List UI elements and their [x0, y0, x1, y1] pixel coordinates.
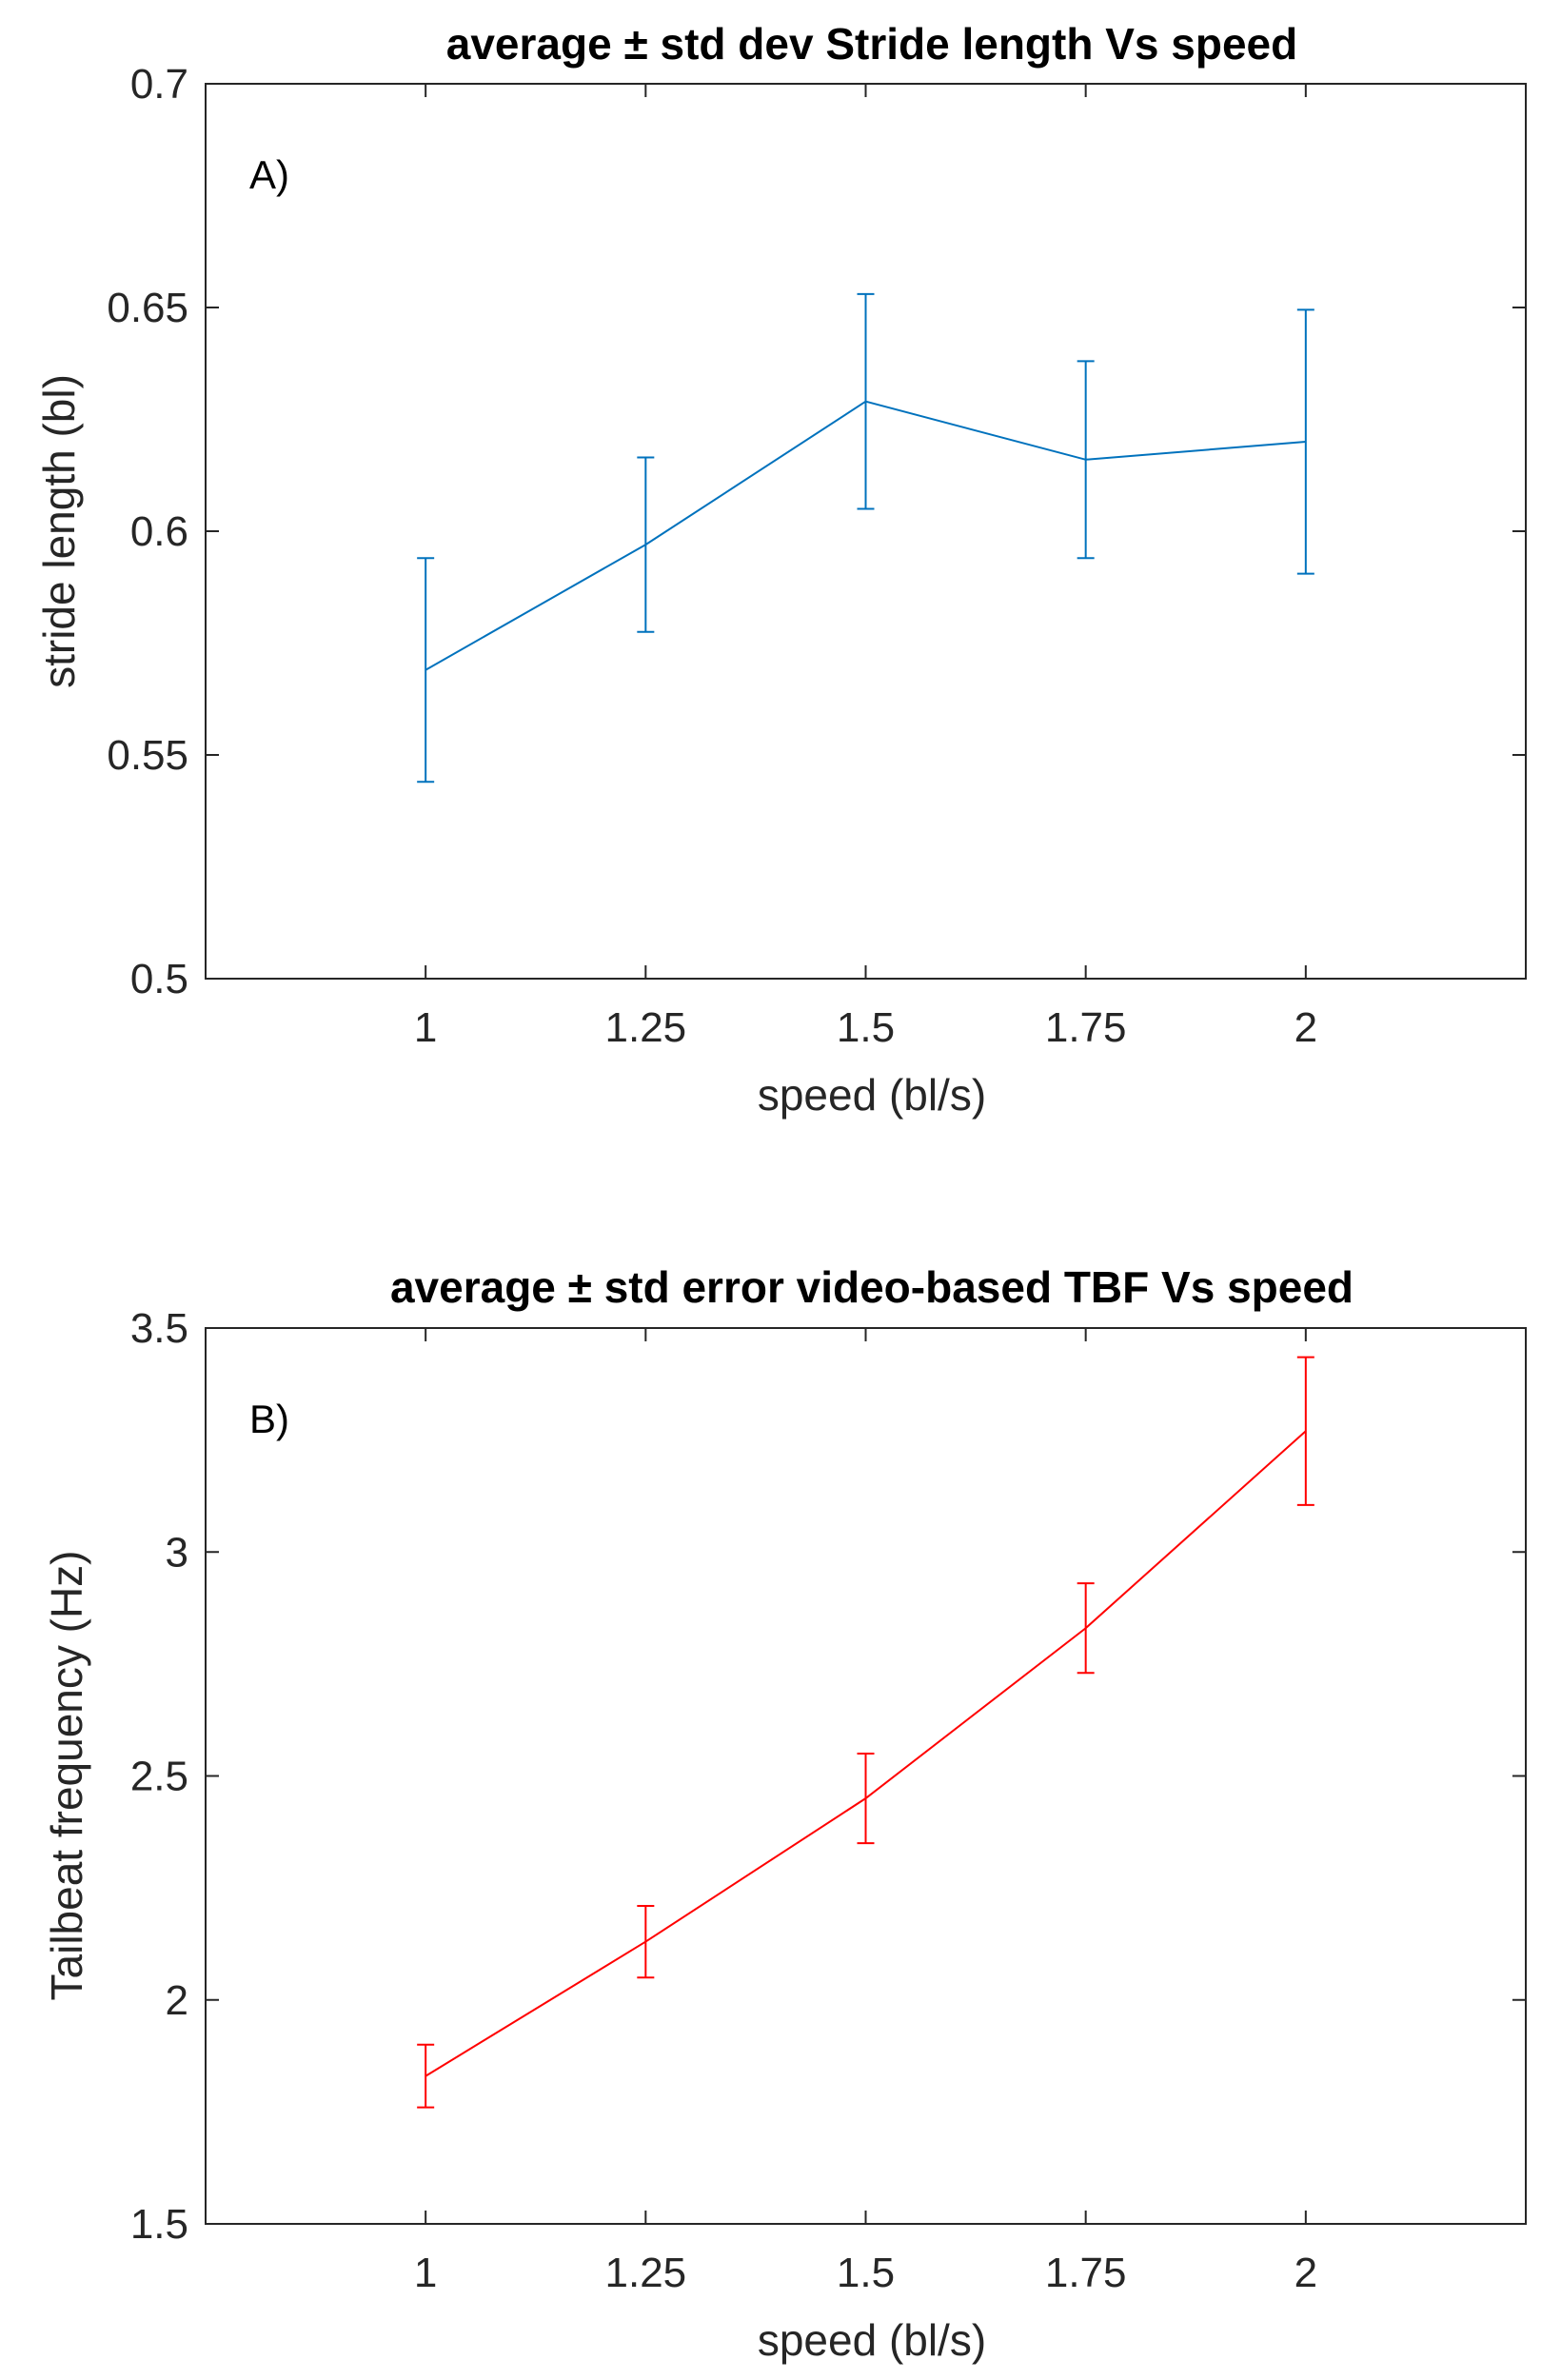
panel-a-label: A) [249, 152, 289, 197]
panel-b-label: B) [249, 1397, 289, 1441]
panel-b-error-bar [857, 1752, 875, 1845]
panel-a-marks [417, 292, 1314, 783]
panel-b-y-tick-label: 3 [166, 1529, 188, 1576]
panel-b-y-tick-label: 2.5 [130, 1754, 188, 1800]
panel-a-error-bar [417, 557, 435, 783]
panel-a-x-tick-label: 1.5 [837, 1004, 895, 1051]
panel-a: average ± std dev Stride length Vs speed… [34, 19, 1527, 1120]
panel-b-ticks: 1 1.25 1.5 1.75 2 1.5 2 2.5 3 3.5 [130, 1305, 1526, 2296]
panel-a-plot-area [205, 83, 1527, 980]
panel-a-x-tick-label: 1.25 [605, 1004, 687, 1051]
panel-b-x-tick-label: 1.25 [605, 2250, 687, 2296]
panel-a-x-axis-label: speed (bl/s) [758, 1070, 986, 1120]
panel-b-error-bar [637, 1904, 655, 1979]
panel-b-y-tick-label: 1.5 [130, 2201, 188, 2248]
panel-a-error-bar [1077, 360, 1095, 560]
panel-a-x-tick-label: 1.75 [1045, 1004, 1127, 1051]
panel-a-x-tick-label: 1 [414, 1004, 437, 1051]
panel-b-marks [417, 1356, 1314, 2109]
panel-a-y-tick-label: 0.5 [130, 956, 188, 1002]
panel-a-error-bar [1296, 308, 1314, 575]
panel-b-error-bar [1077, 1582, 1095, 1675]
panel-a-error-bar [857, 292, 875, 510]
panel-a-ticks: 1 1.25 1.5 1.75 2 0.5 0.55 0.6 0.65 0.7 [107, 61, 1526, 1051]
panel-b-x-tick-label: 1.5 [837, 2250, 895, 2296]
panel-a-y-tick-label: 0.55 [107, 732, 188, 779]
panel-a-error-bar [637, 456, 655, 633]
panel-b-x-tick-label: 1.75 [1045, 2250, 1127, 2296]
panel-a-title: average ± std dev Stride length Vs speed [446, 19, 1297, 69]
panel-a-y-tick-label: 0.7 [130, 61, 188, 108]
panel-b-x-tick-label: 2 [1294, 2250, 1317, 2296]
panel-a-x-tick-label: 2 [1294, 1004, 1317, 1051]
panel-b-x-tick-label: 1 [414, 2250, 437, 2296]
panel-b-y-tick-label: 3.5 [130, 1305, 188, 1352]
panel-b-error-bar [417, 2043, 435, 2109]
panel-b-title: average ± std error video-based TBF Vs s… [390, 1262, 1354, 1312]
panel-a-y-axis-label: stride length (bl) [34, 374, 84, 688]
panel-b: average ± std error video-based TBF Vs s… [42, 1262, 1527, 2365]
panel-b-x-axis-label: speed (bl/s) [758, 2315, 986, 2365]
panel-b-error-bar [1296, 1356, 1314, 1506]
panel-a-y-tick-label: 0.6 [130, 508, 188, 555]
panel-b-y-axis-label: Tailbeat frequency (Hz) [42, 1551, 91, 2001]
panel-a-y-tick-label: 0.65 [107, 285, 188, 331]
panel-b-y-tick-label: 2 [166, 1977, 188, 2024]
